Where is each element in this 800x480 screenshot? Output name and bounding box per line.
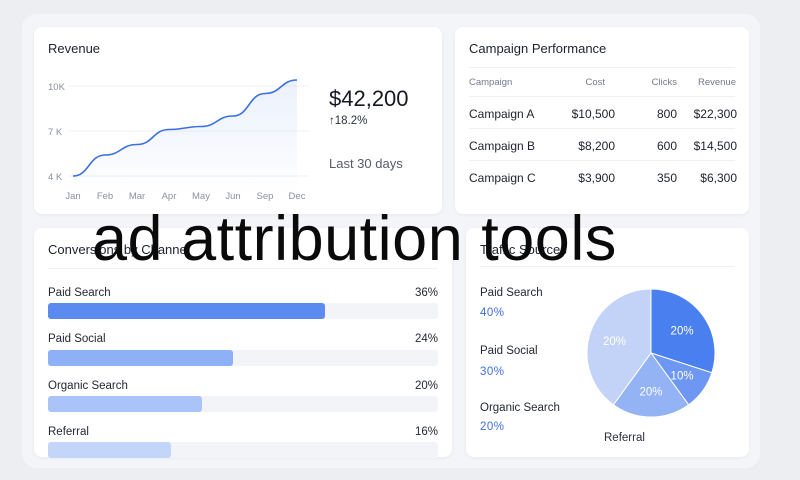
- campaign-clicks: 600: [656, 139, 677, 153]
- campaign-performance-title: Campaign Performance: [469, 41, 607, 56]
- campaign-revenue: $14,500: [693, 139, 737, 153]
- divider: [469, 128, 735, 129]
- source-label: Paid Social: [480, 345, 538, 357]
- channel-bar-track: [48, 396, 438, 412]
- campaign-cost: $10,500: [571, 107, 615, 121]
- x-tick-label: Jun: [225, 191, 240, 202]
- y-tick-label: 4 K: [48, 172, 63, 183]
- campaign-name: Campaign A: [469, 107, 535, 121]
- x-tick-label: Apr: [162, 191, 177, 202]
- divider: [469, 96, 735, 97]
- channel-bar[interactable]: [48, 442, 172, 458]
- conversions-title: Conversions by Channel: [48, 242, 190, 257]
- divider: [469, 67, 735, 68]
- campaign-cost: $3,900: [578, 171, 615, 185]
- x-tick-label: Dec: [289, 191, 306, 202]
- channel-bar[interactable]: [48, 303, 325, 319]
- divider: [480, 266, 735, 267]
- channel-label: Referral: [48, 426, 89, 438]
- revenue-card: 10K 7 K 4 K Jan Feb Mar Apr May Jun Sep Dec Revenu…: [34, 27, 442, 214]
- channel-bar-track: [48, 442, 438, 458]
- revenue-title: Revenue: [48, 41, 101, 56]
- campaign-performance-card: Campaign Performance Campaign Cost Click…: [455, 27, 749, 214]
- x-tick-label: Jan: [65, 191, 80, 202]
- revenue-area: [73, 80, 297, 197]
- campaign-clicks: 350: [656, 171, 677, 185]
- conversions-card: Conversions by Channel Paid Search 36% P…: [34, 228, 452, 458]
- pie-caption: Referral: [604, 432, 645, 444]
- channel-label: Organic Search: [48, 380, 128, 392]
- source-percent: 30%: [480, 366, 505, 378]
- column-header-clicks[interactable]: Clicks: [651, 77, 677, 88]
- revenue-change: ↑18.2%: [329, 115, 368, 127]
- pie-slice[interactable]: [586, 288, 652, 406]
- x-tick-label: Sep: [257, 191, 274, 202]
- source-percent: 20%: [480, 421, 505, 433]
- channel-percent: 36%: [414, 287, 438, 299]
- x-tick-label: Feb: [97, 191, 113, 202]
- channel-bar-track: [48, 350, 438, 366]
- revenue-line[interactable]: [72, 79, 298, 177]
- pie-slice-label: 20%: [639, 386, 662, 398]
- channel-percent: 16%: [414, 426, 438, 438]
- channel-bar-track: [48, 303, 438, 319]
- campaign-cost: $8,200: [578, 139, 615, 153]
- pie-slice-label: 20%: [603, 336, 626, 348]
- traffic-sources-title: Traffic Sources: [480, 242, 567, 257]
- channel-percent: 24%: [414, 333, 438, 345]
- traffic-pie-chart: 20% 10% 20% 20%: [586, 288, 716, 418]
- campaign-revenue: $6,300: [700, 171, 737, 185]
- campaign-clicks: 800: [656, 107, 677, 121]
- campaign-revenue: $22,300: [693, 107, 737, 121]
- column-header-revenue[interactable]: Revenue: [697, 77, 736, 88]
- campaign-name: Campaign C: [469, 171, 536, 185]
- channel-bar[interactable]: [48, 396, 202, 412]
- pie-slice-label: 10%: [671, 371, 694, 383]
- overlay-caption: ad attribution tools: [92, 204, 617, 274]
- revenue-amount: $42,200: [329, 86, 409, 111]
- y-tick-label: 10K: [48, 82, 66, 93]
- y-tick-label: 7 K: [48, 127, 63, 138]
- divider: [48, 268, 438, 269]
- source-percent: 40%: [480, 307, 505, 319]
- channel-percent: 20%: [414, 380, 438, 392]
- x-tick-label: Mar: [129, 191, 145, 202]
- column-header-cost[interactable]: Cost: [585, 77, 605, 88]
- channel-bar[interactable]: [48, 350, 233, 366]
- revenue-period[interactable]: Last 30 days: [329, 156, 403, 171]
- source-label: Paid Search: [480, 287, 543, 299]
- pie-slice-label: 20%: [671, 325, 694, 337]
- column-header-campaign[interactable]: Campaign: [469, 77, 513, 88]
- campaign-name: Campaign B: [469, 139, 536, 153]
- traffic-sources-card: 20% 10% 20% 20% Traffic Sources Paid Search…: [466, 228, 749, 457]
- x-tick-label: May: [192, 191, 210, 202]
- divider: [469, 160, 735, 161]
- channel-label: Paid Social: [48, 333, 106, 345]
- channel-label: Paid Search: [48, 287, 111, 299]
- pie-slice[interactable]: [650, 288, 716, 374]
- pie-slice[interactable]: [612, 352, 690, 418]
- source-label: Organic Search: [480, 402, 560, 414]
